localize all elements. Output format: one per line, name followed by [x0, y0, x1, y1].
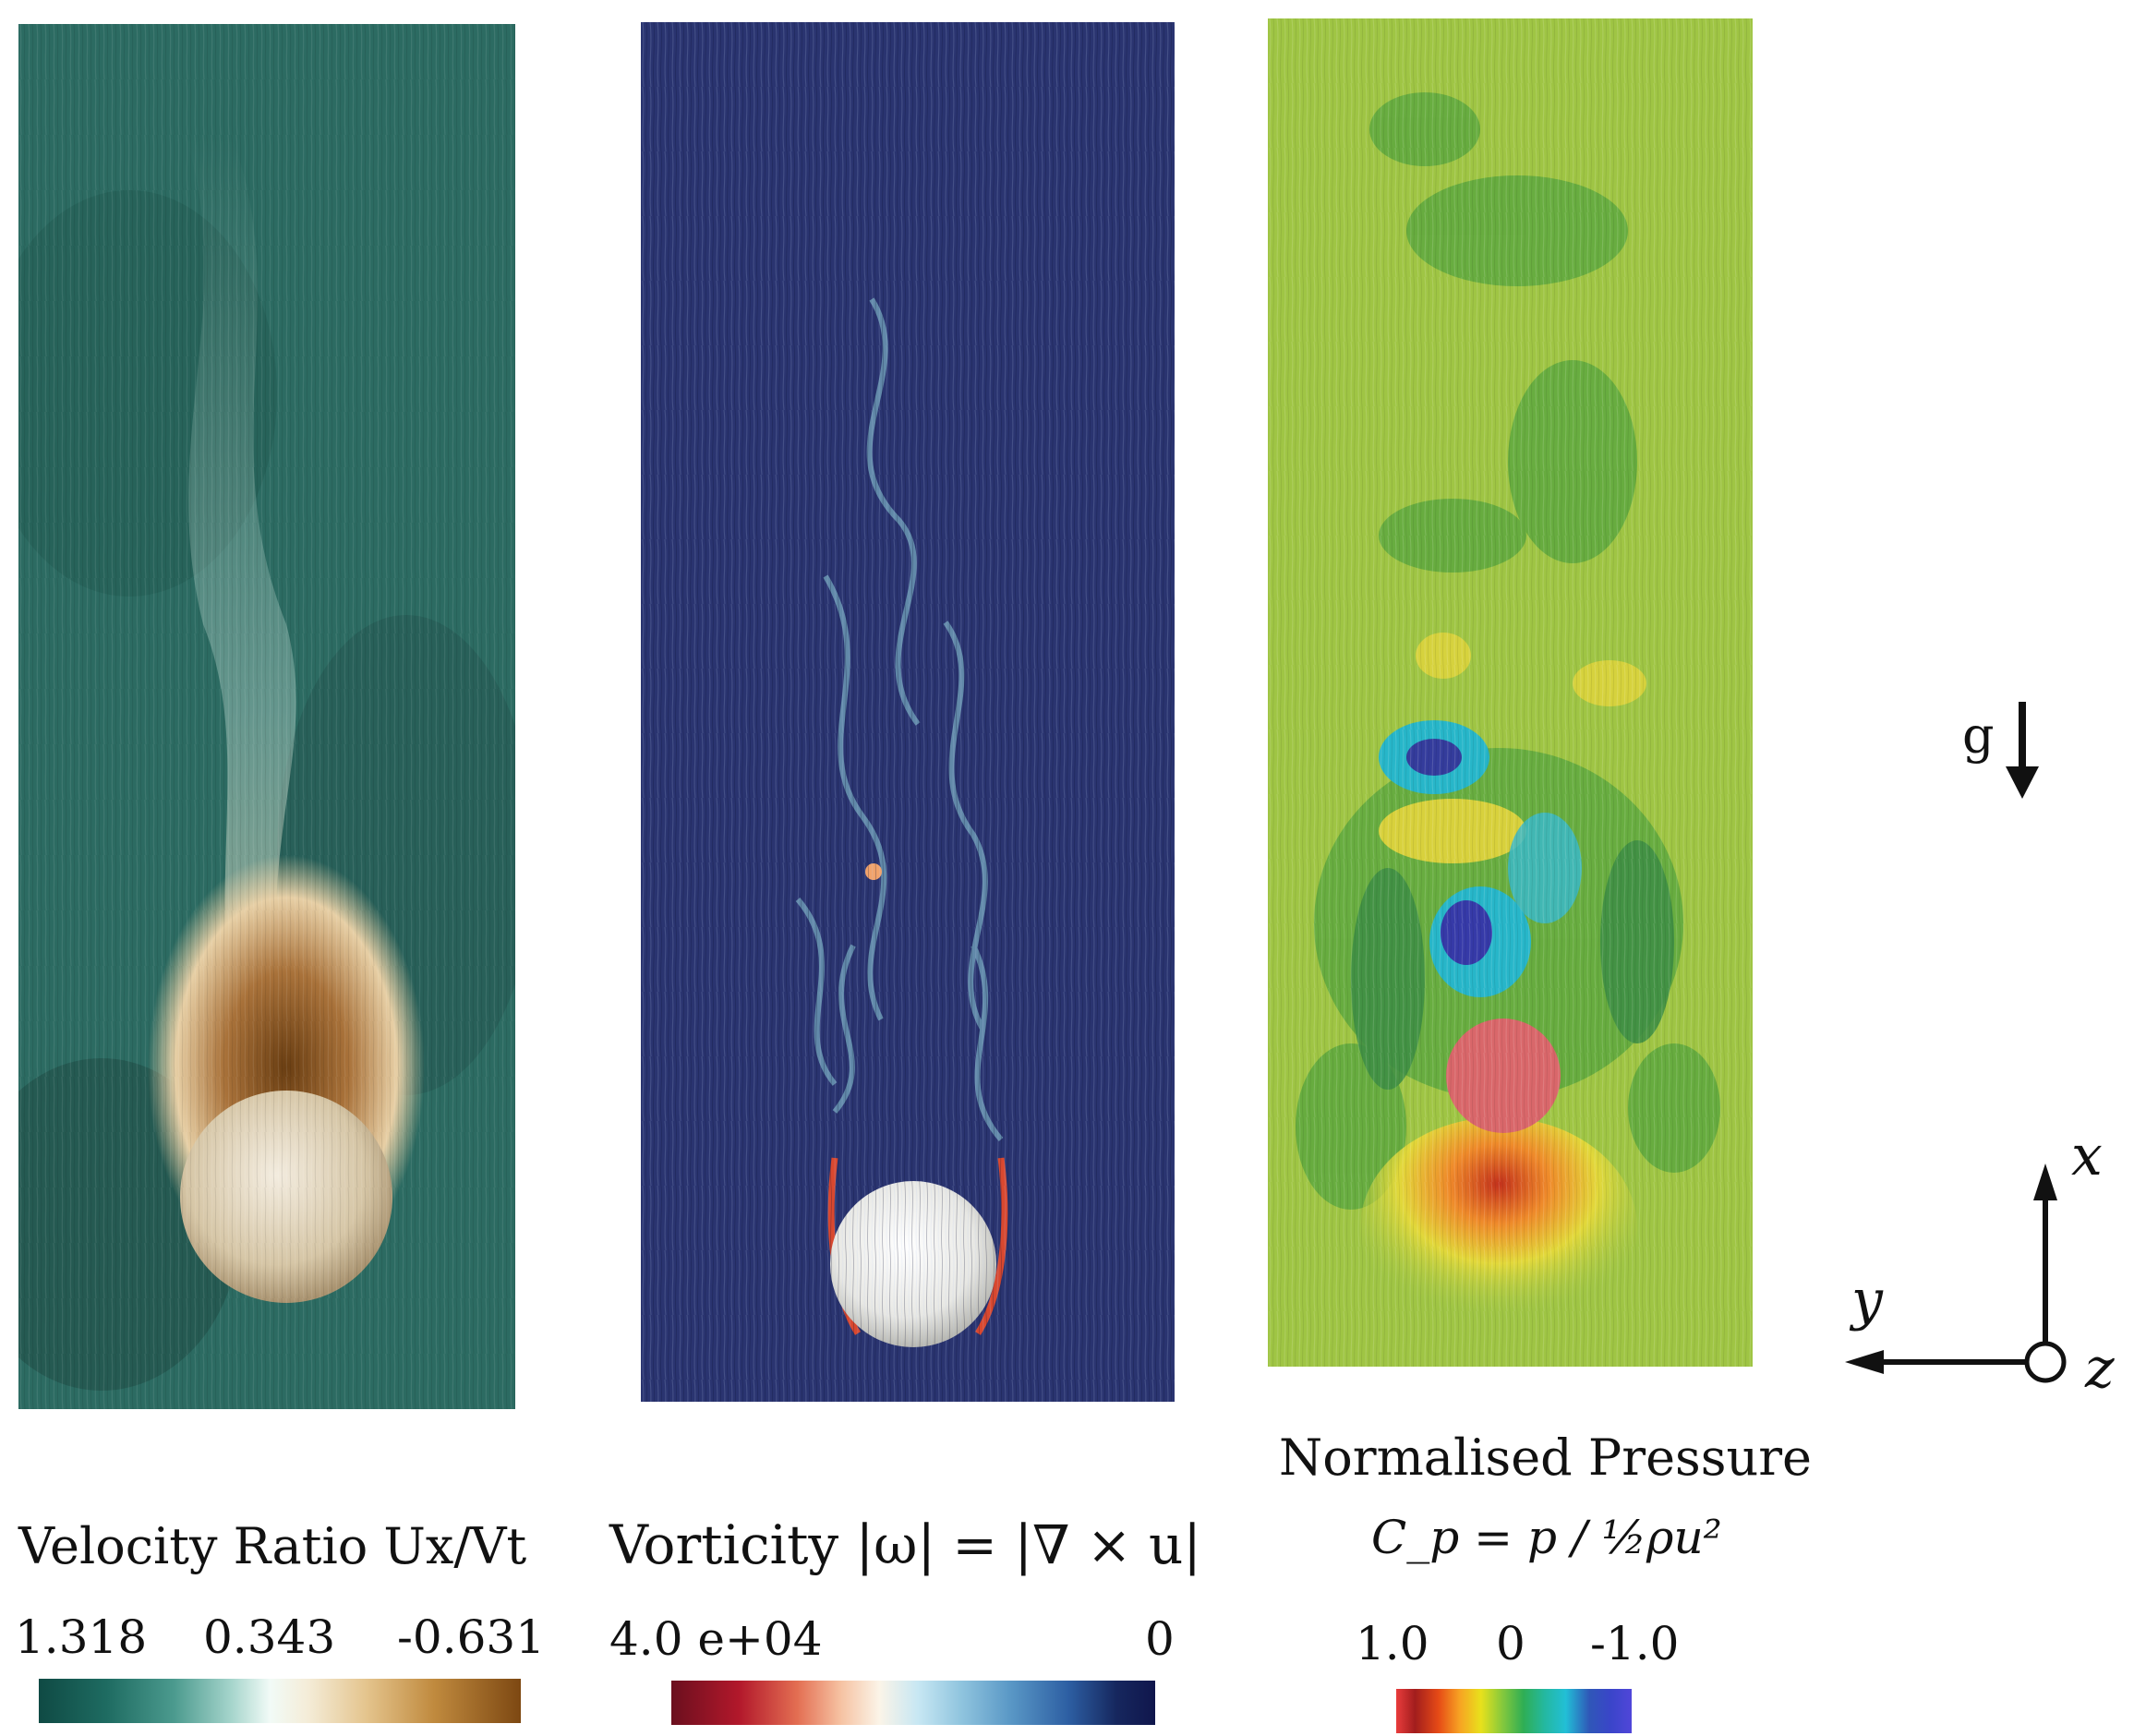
vorticity-legend-title: Vorticity |ω| = |∇ × u| — [609, 1513, 1201, 1576]
axis-label-x: x — [2071, 1124, 2103, 1188]
velocity-tick-min: -0.631 — [397, 1610, 546, 1664]
pressure-colorbar — [1396, 1689, 1632, 1733]
vorticity-tick-min: 0 — [1145, 1612, 1175, 1666]
axis-label-z: z — [2085, 1336, 2115, 1401]
vorticity-field-panel — [641, 22, 1175, 1402]
vorticity-tick-max: 4.0 e+04 — [609, 1612, 823, 1666]
gravity-label: g — [1962, 706, 1995, 765]
gravity-arrow-icon — [2006, 702, 2039, 799]
pressure-tick-max: 1.0 — [1356, 1617, 1429, 1670]
pressure-tick-mid: 0 — [1496, 1617, 1525, 1670]
vorticity-colorbar — [671, 1681, 1155, 1725]
vorticity-field-image — [641, 22, 1175, 1402]
axes-arrows-icon — [1845, 1163, 2067, 1383]
velocity-tick-max: 1.318 — [15, 1610, 148, 1664]
velocity-field-image — [18, 24, 515, 1409]
velocity-field-panel — [18, 24, 515, 1409]
axis-label-y: y — [1851, 1268, 1883, 1332]
pressure-formula: C_p = p / ½ρu² — [1371, 1511, 1722, 1564]
pressure-field-panel — [1268, 18, 1753, 1367]
velocity-colorbar — [39, 1679, 521, 1723]
pressure-field-image — [1268, 18, 1753, 1367]
velocity-tick-mid: 0.343 — [203, 1610, 336, 1664]
pressure-legend-title: Normalised Pressure — [1279, 1429, 1812, 1487]
velocity-legend-title: Velocity Ratio Ux/Vt — [18, 1517, 527, 1575]
pressure-tick-min: -1.0 — [1590, 1617, 1680, 1670]
